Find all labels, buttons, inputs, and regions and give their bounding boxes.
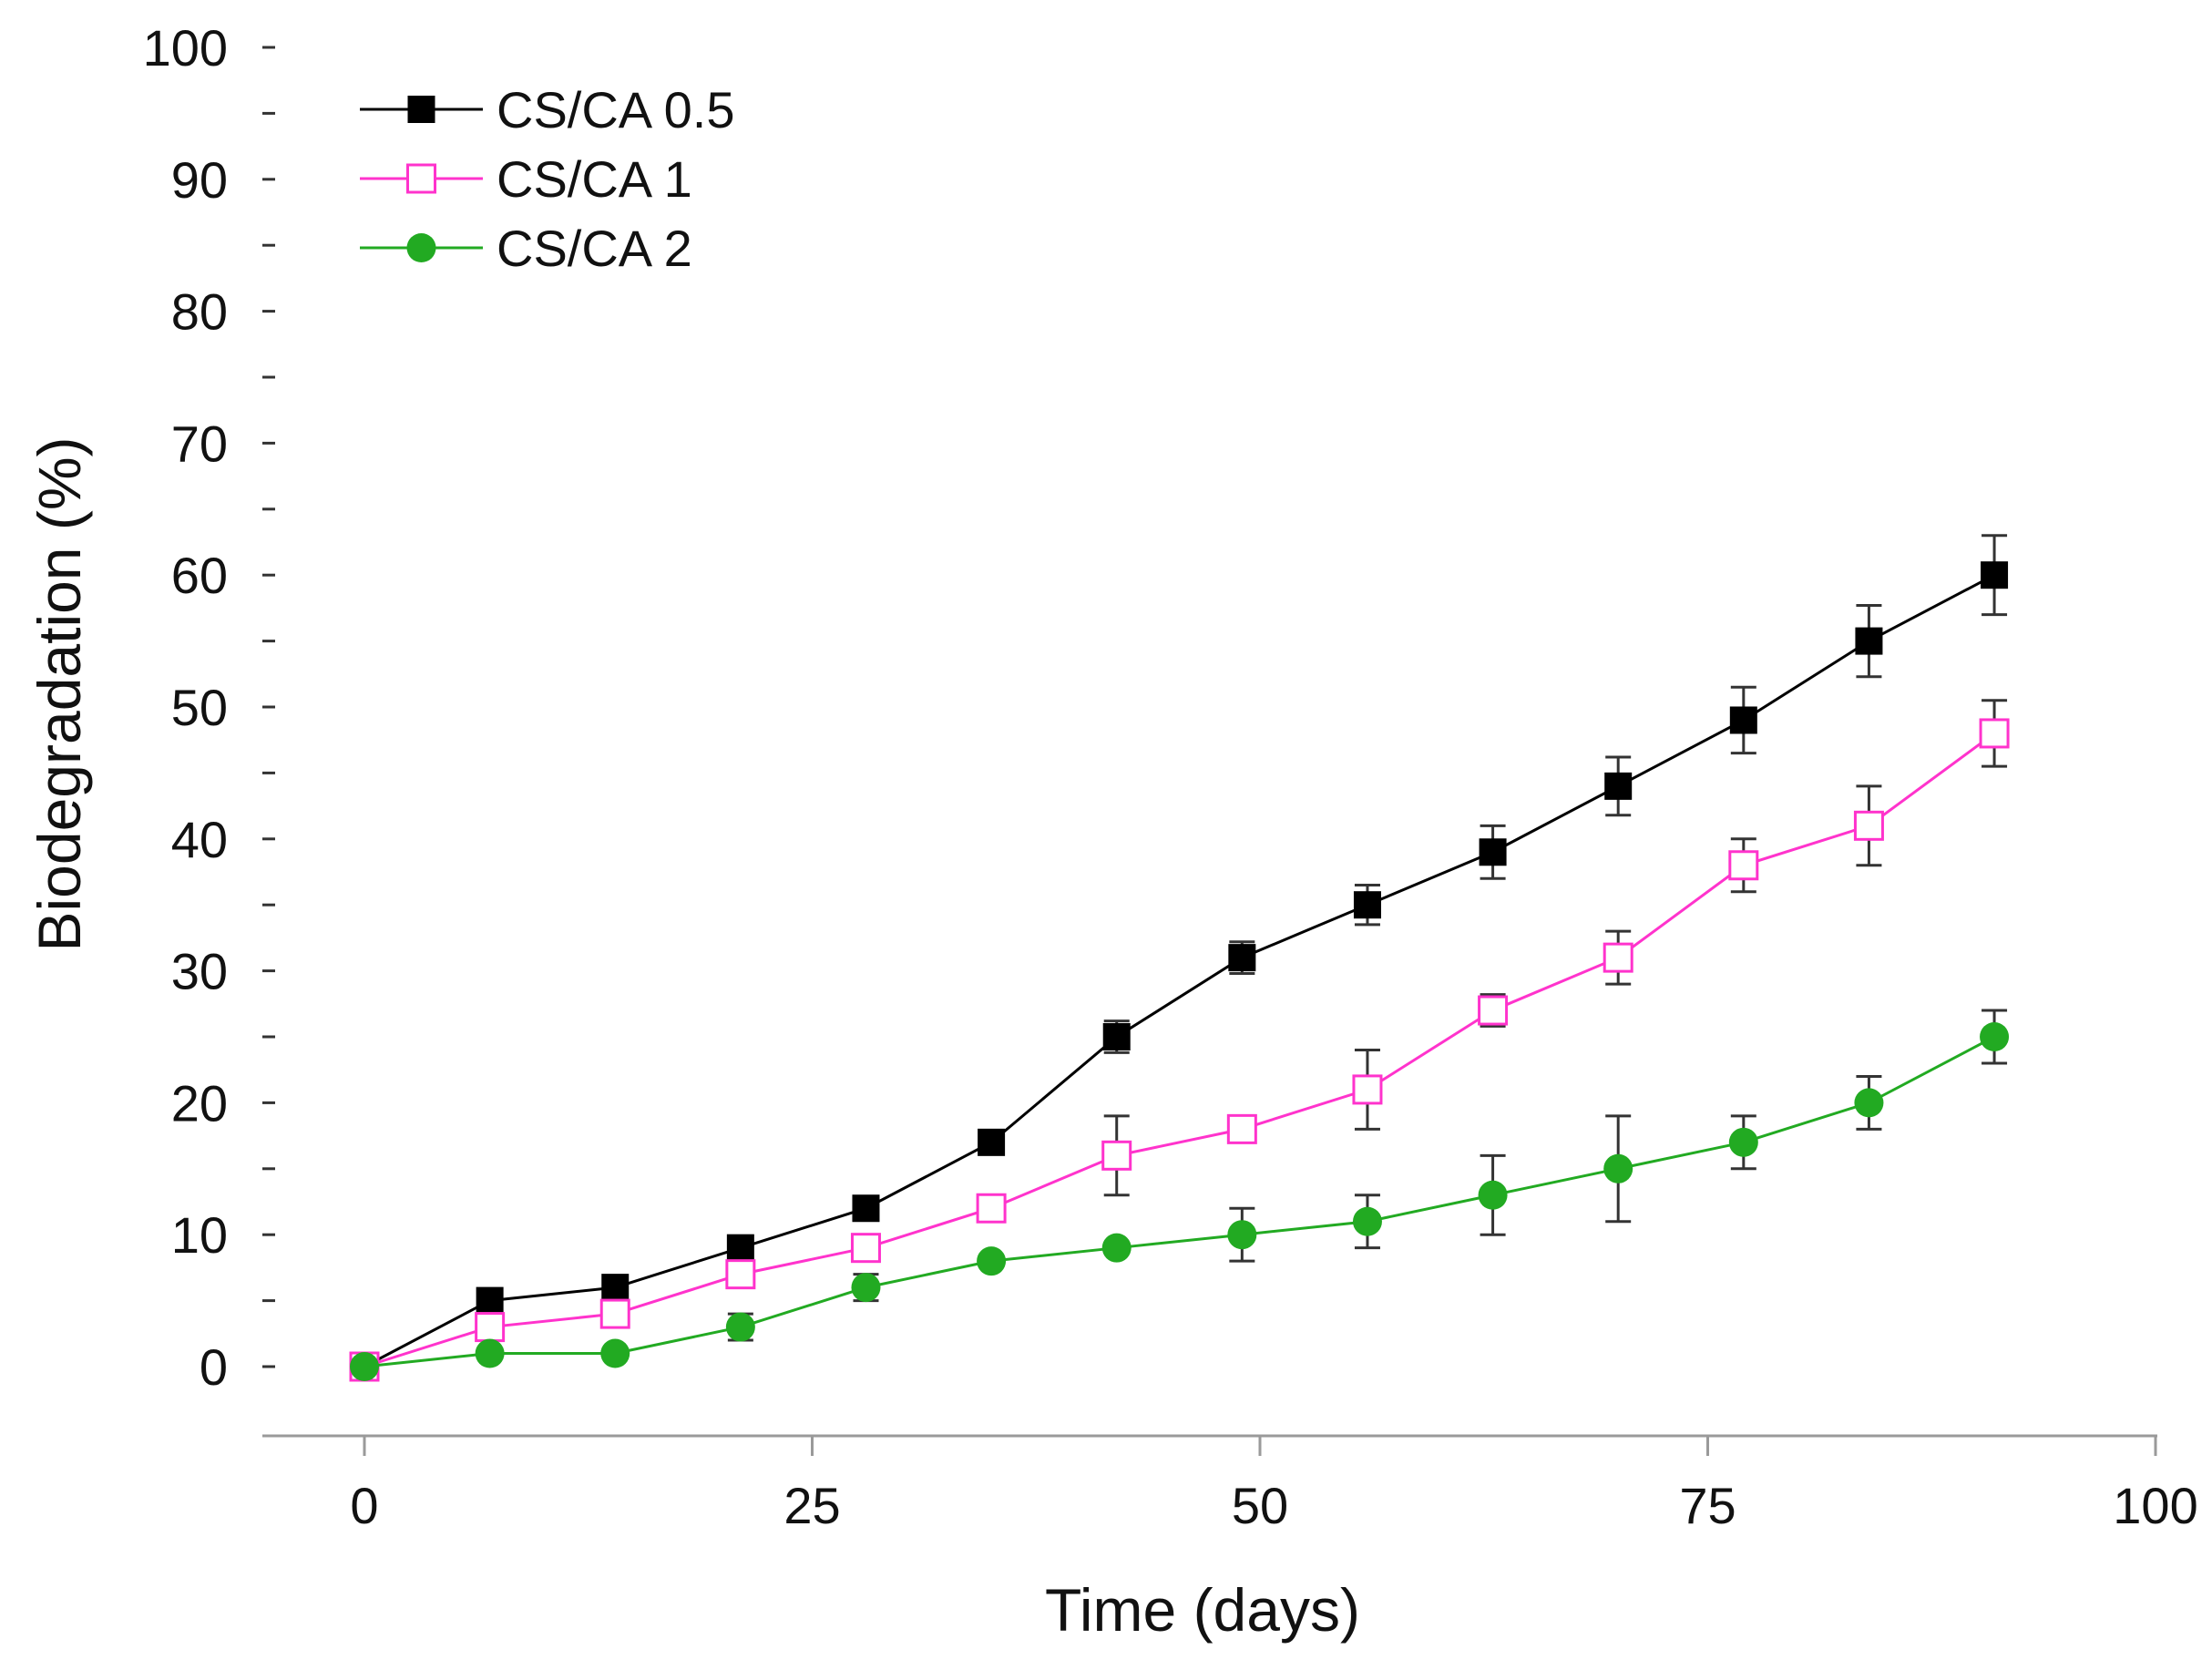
data-point — [1728, 850, 1759, 881]
series-1 — [349, 699, 2010, 1382]
y-tick-label: 30 — [171, 943, 228, 1000]
y-tick-label: 10 — [171, 1206, 228, 1264]
x-axis: 0 25 50 75 100 — [262, 1434, 2198, 1534]
data-point — [725, 1312, 755, 1342]
data-point — [1479, 838, 1507, 866]
data-point — [475, 1312, 506, 1343]
series-line — [364, 1035, 1995, 1368]
plot-area — [349, 534, 2010, 1382]
data-point — [1228, 944, 1256, 972]
x-tick-label: 50 — [1232, 1477, 1288, 1534]
data-point — [1102, 1023, 1131, 1050]
data-point — [1352, 1206, 1382, 1236]
data-point — [726, 1234, 754, 1262]
y-axis-title: Biodegradation (%) — [26, 437, 93, 952]
legend-label: CS/CA 0.5 — [497, 81, 734, 138]
data-point — [1353, 891, 1381, 919]
data-point — [601, 1274, 630, 1302]
data-point — [1979, 718, 2010, 749]
data-point — [1226, 1113, 1257, 1144]
data-point — [350, 1352, 379, 1381]
data-point — [1729, 706, 1757, 734]
data-point — [1728, 1127, 1758, 1157]
series-2 — [350, 1009, 2010, 1381]
series-line — [364, 732, 1995, 1368]
data-point — [1981, 561, 2009, 589]
x-tick-label: 0 — [350, 1477, 378, 1534]
legend-label: CS/CA 1 — [497, 150, 692, 208]
data-point — [600, 1338, 630, 1368]
data-point — [406, 163, 436, 194]
data-point — [475, 1338, 505, 1368]
data-point — [977, 1246, 1007, 1276]
data-point — [599, 1298, 630, 1329]
series-0 — [351, 534, 2009, 1380]
x-tick-label: 75 — [1679, 1477, 1736, 1534]
y-tick-label: 0 — [200, 1338, 228, 1396]
data-point — [1980, 1022, 2010, 1051]
data-point — [1854, 1088, 1884, 1118]
y-tick-label: 70 — [171, 415, 228, 472]
data-point — [1478, 995, 1509, 1026]
legend-label: CS/CA 2 — [497, 220, 692, 277]
data-point — [1853, 810, 1884, 841]
x-tick-label: 25 — [783, 1477, 840, 1534]
data-point — [976, 1193, 1007, 1224]
y-tick-label: 40 — [171, 811, 228, 868]
data-point — [1101, 1233, 1132, 1263]
series-line — [364, 573, 1995, 1368]
data-point — [406, 233, 436, 262]
data-point — [850, 1233, 881, 1264]
data-point — [1603, 1153, 1633, 1183]
legend: CS/CA 0.5 CS/CA 1 CS/CA 2 — [360, 81, 734, 277]
data-point — [1603, 942, 1633, 973]
y-tick-label: 90 — [171, 151, 228, 209]
data-point — [1227, 1220, 1257, 1250]
data-point — [725, 1259, 756, 1290]
y-tick-label: 20 — [171, 1074, 228, 1132]
y-tick-label: 80 — [171, 283, 228, 341]
x-tick-label: 100 — [2113, 1477, 2197, 1534]
data-point — [978, 1128, 1006, 1156]
y-axis: 0 10 20 30 40 50 60 70 80 90 100 — [143, 19, 275, 1396]
legend-item: CS/CA 1 — [360, 150, 692, 208]
y-tick-label: 100 — [143, 19, 228, 77]
data-point — [407, 96, 435, 123]
data-point — [1604, 772, 1633, 800]
data-point — [852, 1194, 880, 1223]
data-point — [476, 1286, 504, 1315]
data-point — [1101, 1140, 1132, 1171]
data-point — [1478, 1180, 1508, 1210]
legend-item: CS/CA 2 — [360, 220, 692, 277]
y-tick-label: 50 — [171, 679, 228, 736]
x-axis-title: Time (days) — [1045, 1576, 1360, 1644]
legend-item: CS/CA 0.5 — [360, 81, 734, 138]
data-point — [851, 1273, 881, 1303]
data-point — [1855, 627, 1883, 655]
y-tick-label: 60 — [171, 547, 228, 604]
data-point — [1352, 1074, 1383, 1105]
